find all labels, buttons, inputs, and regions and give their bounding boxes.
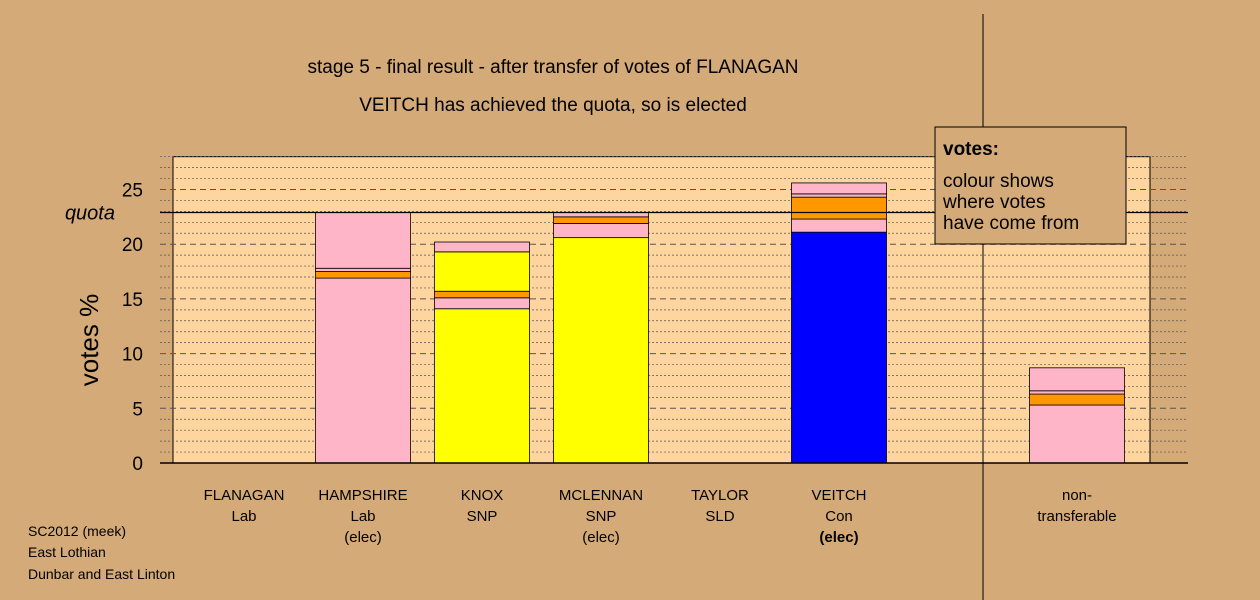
candidate-name: non- [1062,487,1092,504]
bar-segment [1029,390,1125,395]
candidate-name: HAMPSHIRE [318,487,407,504]
bar-segment [315,267,411,272]
footer-line-3: Dunbar and East Linton [28,566,175,582]
bar-segment [553,237,649,464]
bar-segment [791,218,887,233]
bar-segment [553,212,649,218]
candidate-party: SNP [467,508,498,525]
candidate-party: Lab [231,508,256,525]
candidate-status: (elec) [819,529,858,546]
candidate-name: KNOX [461,487,504,504]
candidate-name: MCLENNAN [559,487,643,504]
y-tick-label: 15 [122,290,143,311]
legend-box [934,126,1127,245]
legend-line-2: where votes [942,192,1045,213]
y-axis-label: votes % [74,294,104,387]
quota-label: quota [65,202,115,224]
candidate-party: Con [825,508,853,525]
candidate-name: FLANAGAN [204,487,285,504]
y-tick-label: 10 [122,345,143,366]
candidate-party: SLD [705,508,734,525]
y-tick-label: 5 [132,399,143,420]
bar-segment [434,308,530,464]
legend-line-1: colour shows [943,171,1054,192]
legend-title: votes: [943,139,999,160]
legend: votes: colour shows where votes have com… [934,126,1127,245]
bar-segment [791,231,887,464]
candidate-status: (elec) [582,529,620,546]
y-tick-label: 0 [132,454,143,475]
candidate-party: Lab [350,508,375,525]
bar-segment [1029,367,1125,392]
footer-line-2: East Lothian [28,544,106,560]
bar-segment [553,216,649,224]
chart-title: stage 5 - final result - after transfer … [307,57,798,78]
bar-segment [1029,404,1125,464]
bar-segment [434,241,530,253]
candidate-party: transferable [1037,508,1116,525]
bar-segment [1029,393,1125,406]
bar-segment [434,297,530,310]
chart-subtitle: VEITCH has achieved the quota, so is ele… [359,95,747,116]
candidate-name: VEITCH [811,487,866,504]
bar-segment [434,290,530,299]
bar-segment [791,193,887,198]
bar-segment [315,271,411,279]
candidate-status: (elec) [344,529,382,546]
bar-segment [315,212,411,269]
candidate-party: SNP [586,508,617,525]
bar-segment [434,251,530,292]
footer-line-1: SC2012 (meek) [28,523,126,539]
bar-segment [791,182,887,195]
bar-segment [791,196,887,220]
candidate-name: TAYLOR [691,487,749,504]
y-tick-label: 25 [122,181,143,202]
y-tick-label: 20 [122,235,143,256]
bar-segment [315,277,411,464]
bar-segment [553,223,649,239]
legend-line-3: have come from [943,213,1079,234]
